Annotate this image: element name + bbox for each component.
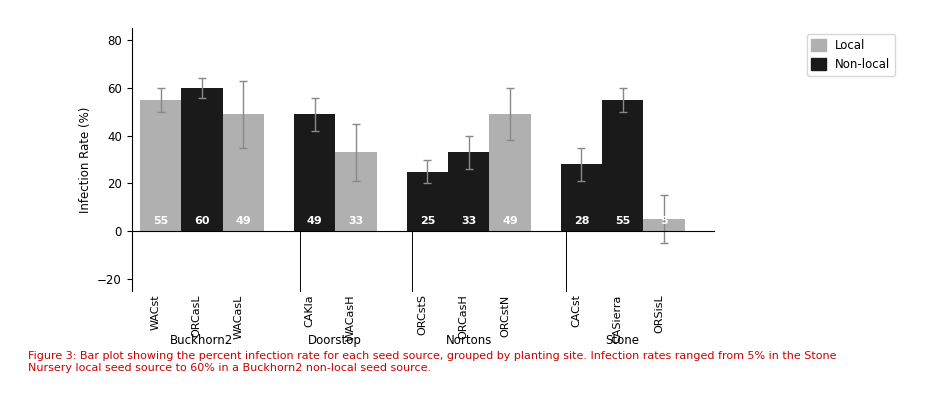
Text: WACasL: WACasL bbox=[233, 295, 243, 339]
Text: ORCstS: ORCstS bbox=[417, 295, 428, 335]
Text: 55: 55 bbox=[615, 217, 631, 226]
Bar bbox=[561, 164, 602, 231]
Text: CAKla: CAKla bbox=[305, 295, 315, 327]
Text: ORSisL: ORSisL bbox=[654, 295, 664, 333]
Text: 25: 25 bbox=[419, 217, 435, 226]
Text: Doorstop: Doorstop bbox=[308, 334, 362, 347]
Text: 28: 28 bbox=[573, 217, 589, 226]
Text: WACasH: WACasH bbox=[346, 295, 356, 341]
Text: 5: 5 bbox=[660, 217, 667, 226]
Text: 55: 55 bbox=[153, 217, 168, 226]
Text: ORCstN: ORCstN bbox=[500, 295, 510, 337]
Bar bbox=[448, 152, 490, 231]
Text: ORCasL: ORCasL bbox=[192, 295, 202, 337]
Bar bbox=[294, 114, 336, 231]
Text: 49: 49 bbox=[306, 217, 322, 226]
Bar bbox=[140, 100, 181, 231]
Text: WACst: WACst bbox=[150, 295, 161, 330]
Text: 60: 60 bbox=[195, 217, 210, 226]
Bar bbox=[602, 100, 643, 231]
Bar bbox=[643, 219, 684, 231]
Text: CACst: CACst bbox=[572, 295, 581, 328]
Legend: Local, Non-local: Local, Non-local bbox=[807, 34, 895, 76]
Text: Stone: Stone bbox=[605, 334, 640, 347]
Bar bbox=[336, 152, 377, 231]
Bar bbox=[181, 88, 223, 231]
Text: 49: 49 bbox=[502, 217, 518, 226]
Y-axis label: Infection Rate (%): Infection Rate (%) bbox=[79, 106, 91, 213]
Text: ORCasH: ORCasH bbox=[459, 295, 469, 339]
Text: Nortons: Nortons bbox=[446, 334, 492, 347]
Text: CASierra: CASierra bbox=[613, 295, 622, 343]
Text: 33: 33 bbox=[461, 217, 477, 226]
Bar bbox=[407, 172, 448, 231]
Text: Figure 3: Bar plot showing the percent infection rate for each seed source, grou: Figure 3: Bar plot showing the percent i… bbox=[28, 351, 837, 373]
Text: Buckhorn2: Buckhorn2 bbox=[170, 334, 233, 347]
Bar bbox=[223, 114, 264, 231]
Bar bbox=[490, 114, 531, 231]
Text: 49: 49 bbox=[235, 217, 251, 226]
Text: 33: 33 bbox=[349, 217, 364, 226]
